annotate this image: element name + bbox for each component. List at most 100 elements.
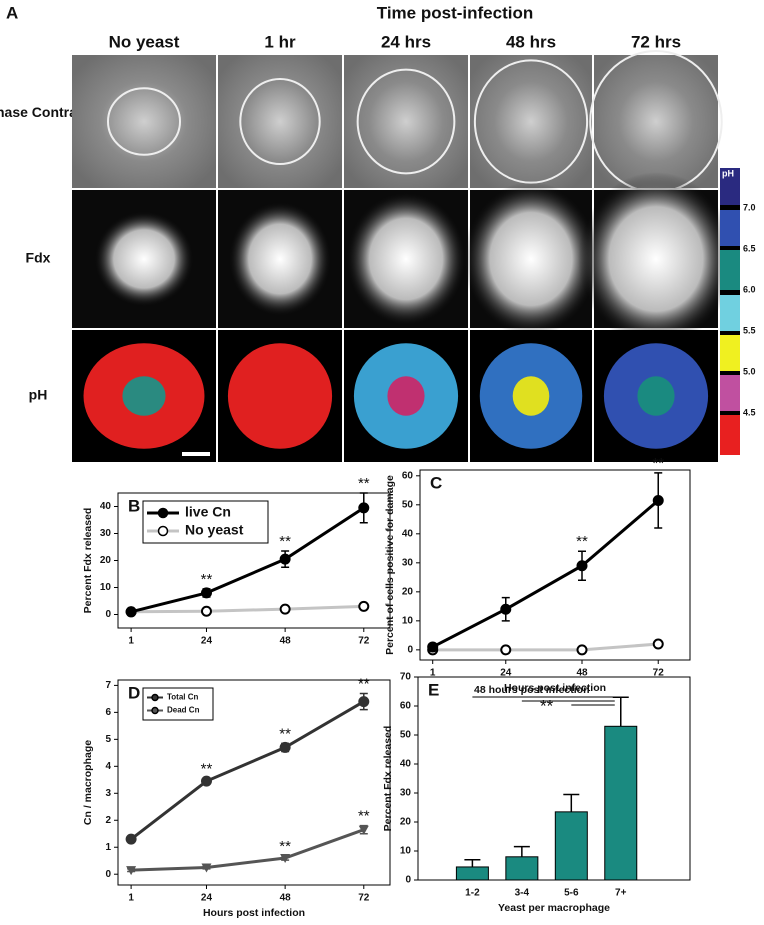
phase-image [594, 55, 718, 188]
significance-label: ** [358, 808, 370, 825]
significance-label: ** [279, 533, 291, 550]
significance-label: ** [540, 696, 554, 715]
series-line [131, 604, 364, 614]
fluorescence [345, 191, 467, 327]
y-tick-label: 30 [400, 788, 412, 799]
significance-label: ** [358, 675, 370, 692]
y-tick-label: 0 [407, 644, 413, 655]
marker [358, 825, 369, 835]
cell [107, 87, 181, 156]
marker [126, 866, 137, 876]
error-bar [464, 858, 481, 867]
error-bar [513, 845, 530, 857]
error-bar [612, 696, 629, 727]
ph-core [122, 376, 166, 416]
colorbar-label: 5.5 [743, 325, 756, 335]
y-tick-label: 60 [400, 701, 412, 712]
ph-core [387, 376, 425, 416]
significance-label: ** [576, 533, 588, 550]
legend-marker [157, 525, 169, 537]
column-header: 72 hrs [631, 32, 681, 51]
marker [200, 587, 212, 599]
marker [576, 560, 588, 572]
colorbar-title: pH [722, 168, 734, 178]
marker [427, 641, 439, 653]
row-label: Phase Contrast [0, 104, 90, 120]
series-line [432, 499, 660, 649]
marker [279, 603, 291, 615]
bar [604, 725, 638, 881]
phase-image [218, 55, 342, 188]
marker [200, 605, 212, 617]
y-tick-label: 10 [400, 846, 412, 857]
colorbar-label: 5.0 [743, 366, 756, 376]
significance-label: ** [201, 571, 213, 588]
marker [500, 644, 512, 656]
panel-label: D [128, 683, 140, 702]
marker [652, 494, 664, 506]
x-axis-label: Hours post infection [504, 682, 606, 694]
series-line [130, 700, 365, 841]
fluorescence [227, 201, 333, 317]
x-tick-label: 7+ [615, 888, 627, 899]
legend-marker [157, 507, 169, 519]
y-axis-label: Cn / macrophage [82, 740, 94, 825]
column-header: 24 hrs [381, 32, 431, 51]
y-tick-label: 50 [402, 499, 414, 510]
plot-frame [417, 676, 691, 881]
bar [554, 811, 588, 881]
marker [358, 502, 370, 514]
y-tick-label: 60 [402, 470, 414, 481]
x-tick-label: 1 [430, 668, 436, 679]
legend-label: live Cn [185, 504, 231, 520]
legend-marker [151, 693, 159, 702]
colorbar-segment [720, 335, 740, 371]
x-tick-label: 3-4 [515, 888, 530, 899]
y-tick-label: 40 [400, 759, 412, 770]
y-tick-label: 5 [105, 734, 111, 745]
x-tick-label: 72 [358, 636, 370, 647]
y-tick-label: 20 [100, 555, 112, 566]
x-tick-label: 24 [201, 893, 213, 904]
marker [576, 644, 588, 656]
x-tick-label: 1-2 [465, 888, 480, 899]
colorbar-label: 6.0 [743, 284, 756, 294]
y-axis-label: Percent Fdx released [82, 508, 94, 614]
colorbar-label: 6.5 [743, 243, 756, 253]
marker [500, 603, 512, 615]
x-tick-label: 24 [201, 636, 213, 647]
y-tick-label: 10 [100, 582, 112, 593]
ph-core [637, 376, 675, 416]
y-tick-label: 1 [105, 842, 111, 853]
panel-label: A [6, 3, 18, 22]
significance-label: ** [201, 760, 213, 777]
row-label: Fdx [26, 250, 51, 266]
series-line [131, 828, 365, 872]
legend-label: No yeast [185, 522, 244, 538]
column-header: No yeast [109, 32, 180, 51]
y-axis-label: Percent of cells positive for damage [384, 475, 396, 655]
marker [125, 606, 137, 618]
colorbar-label: 4.5 [743, 407, 756, 417]
marker [358, 600, 370, 612]
y-tick-label: 20 [400, 817, 412, 828]
x-tick-label: 48 [576, 668, 588, 679]
x-tick-label: 1 [128, 893, 134, 904]
error-bar [563, 793, 580, 812]
marker [358, 696, 370, 708]
y-tick-label: 2 [105, 815, 111, 826]
panel-label: E [428, 680, 439, 699]
significance-label: ** [279, 838, 291, 855]
bar [505, 856, 539, 881]
significance-label: ** [358, 475, 370, 492]
bar [455, 866, 489, 881]
colorbar-segment [720, 250, 740, 290]
y-tick-label: 30 [402, 557, 414, 568]
y-tick-label: 50 [400, 730, 412, 741]
fluorescence [462, 181, 600, 337]
y-tick-label: 30 [100, 528, 112, 539]
y-tick-label: 70 [400, 672, 412, 683]
x-tick-label: 48 [280, 636, 292, 647]
series-line [432, 642, 659, 652]
